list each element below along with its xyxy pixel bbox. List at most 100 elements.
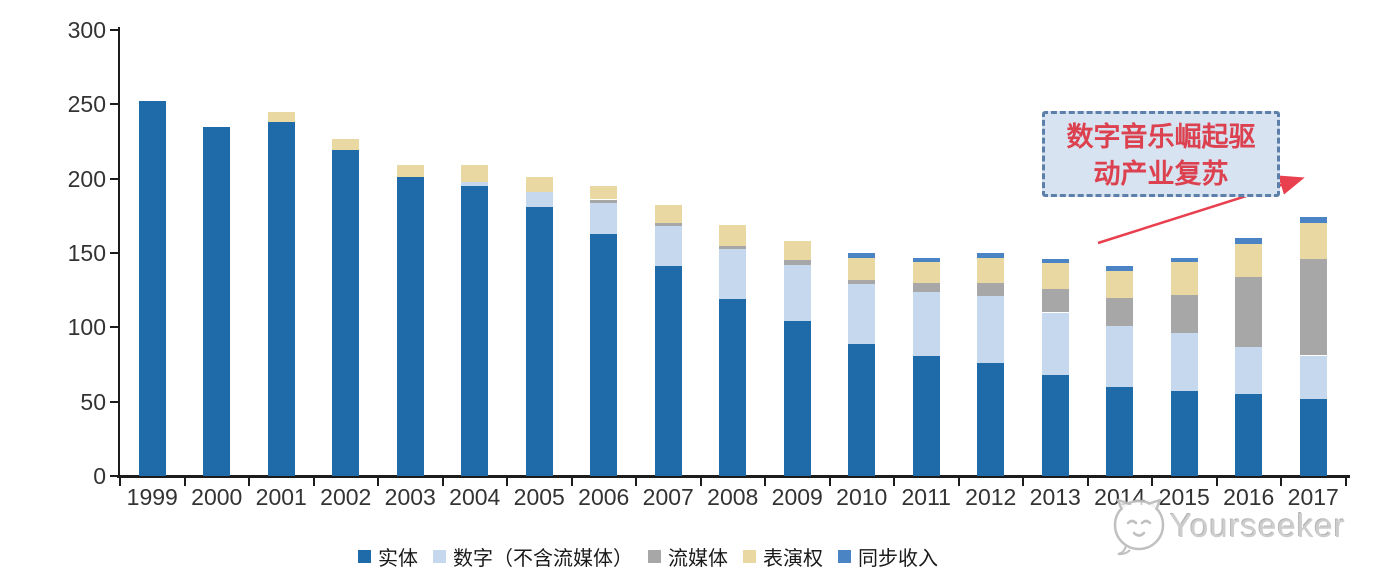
x-axis-tick [764, 478, 766, 486]
y-axis-tick [110, 252, 118, 254]
bar-segment [719, 299, 747, 476]
annotation-box: 数字音乐崛起驱 动产业复苏 [1042, 111, 1280, 197]
bar-segment [1299, 258, 1327, 356]
bar-segment [1041, 288, 1069, 313]
bar-segment [783, 241, 811, 261]
legend-item: 流媒体 [648, 542, 728, 571]
bar-segment [719, 245, 747, 249]
y-axis-tick [110, 326, 118, 329]
x-axis-tick [183, 478, 186, 486]
legend-item: 表演权 [743, 542, 823, 571]
bar-segment [1106, 266, 1134, 271]
bar-segment [332, 138, 360, 151]
bar-segment [590, 199, 618, 203]
bar-segment [1299, 355, 1327, 399]
y-axis-label: 250 [67, 91, 106, 118]
bar-segment [1041, 263, 1069, 289]
bar-segment [848, 257, 876, 280]
x-axis-tick [441, 478, 444, 486]
x-axis-tick [377, 478, 379, 486]
x-axis-label: 2007 [642, 484, 694, 510]
x-axis-label: 2010 [836, 484, 888, 510]
legend-label: 同步收入 [858, 546, 938, 570]
x-axis-tick [570, 478, 573, 486]
x-axis-label: 2002 [320, 484, 372, 510]
bar-segment [912, 282, 940, 292]
legend: 实体 数字（不含流媒体） 流媒体 表演权 同步收入 [358, 542, 938, 571]
bar-segment [783, 260, 811, 265]
bar-segment [719, 224, 747, 246]
x-axis-tick [1022, 478, 1024, 486]
legend-swatch [838, 550, 851, 563]
legend-item: 同步收入 [838, 542, 938, 571]
x-axis-label: 2005 [513, 484, 565, 510]
bar-segment [1235, 244, 1263, 277]
y-axis [118, 27, 120, 477]
bar-segment [1299, 223, 1327, 259]
x-axis-tick [957, 478, 960, 486]
annotation-text-line1: 数字音乐崛起驱 [1066, 122, 1256, 153]
bar-segment [977, 296, 1005, 363]
x-axis-label: 2015 [1158, 484, 1210, 510]
x-axis-tick [506, 478, 508, 486]
legend-swatch [648, 550, 661, 563]
bar-segment [525, 192, 553, 207]
bar-segment [1106, 325, 1134, 387]
x-axis-label: 2011 [901, 484, 951, 510]
x-axis-tick [119, 478, 121, 486]
x-axis-label: 2016 [1223, 484, 1275, 510]
x-axis-tick [1086, 478, 1089, 486]
y-axis-label: 200 [67, 165, 106, 192]
x-axis-label: 2000 [191, 484, 243, 510]
x-axis-label: 2013 [1029, 484, 1081, 510]
bar-segment [1170, 391, 1198, 476]
legend-label: 表演权 [763, 546, 823, 570]
x-axis-tick [699, 478, 702, 486]
bar-segment [1235, 346, 1263, 395]
annotation-text-line2: 动产业复苏 [1093, 159, 1229, 190]
x-axis-label: 2001 [255, 484, 307, 510]
bar-segment [848, 279, 876, 285]
bar-segment [525, 206, 553, 476]
x-axis-tick [635, 478, 637, 486]
x-axis-label: 2003 [384, 484, 436, 510]
x-axis-label: 2012 [965, 484, 1017, 510]
y-axis-label: 50 [80, 388, 106, 415]
bar-segment [590, 202, 618, 234]
bar-segment [848, 284, 876, 344]
bar-segment [719, 248, 747, 299]
x-axis-label: 2008 [707, 484, 759, 510]
bar-segment [912, 355, 940, 476]
bar-segment [1106, 270, 1134, 298]
legend-swatch [358, 550, 371, 563]
bar-segment [138, 101, 166, 476]
y-axis-label: 100 [67, 314, 106, 341]
bar-segment [1299, 217, 1327, 224]
bar-segment [654, 205, 682, 224]
bar-segment [461, 186, 489, 476]
cat-chat-bubble-icon [1113, 498, 1165, 556]
legend-swatch [743, 550, 756, 563]
y-axis-tick [110, 29, 118, 31]
bar-segment [1170, 261, 1198, 295]
bar-segment [654, 223, 682, 227]
y-axis-label: 150 [67, 240, 106, 266]
bar-segment [654, 266, 682, 476]
x-axis-tick [1215, 478, 1218, 486]
bar-segment [783, 264, 811, 322]
bar-segment [912, 291, 940, 356]
x-axis-label: 1999 [126, 484, 178, 510]
bar-segment [267, 122, 295, 476]
x-axis-label: 2006 [578, 484, 630, 510]
bar-segment [848, 253, 876, 258]
legend-label: 流媒体 [668, 546, 728, 570]
x-axis-tick [1151, 478, 1153, 486]
x-axis-tick [248, 478, 250, 486]
bar-segment [977, 253, 1005, 258]
bar-segment [1299, 398, 1327, 476]
bar-segment [396, 177, 424, 476]
bar-segment [912, 257, 940, 262]
bar-segment [1235, 276, 1263, 347]
y-axis-label: 300 [67, 17, 106, 43]
